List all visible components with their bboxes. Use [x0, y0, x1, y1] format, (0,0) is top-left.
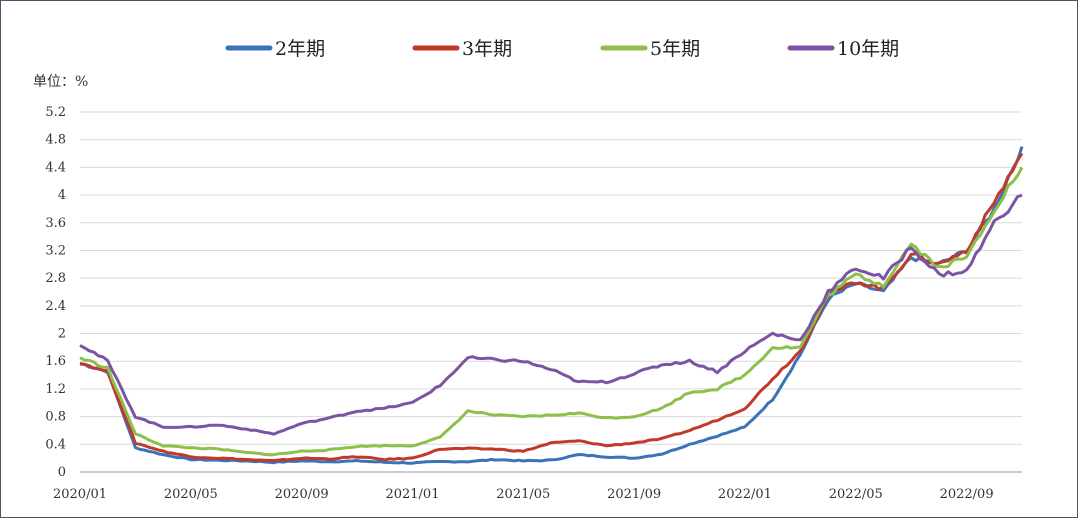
x-axis: 2020/01 2020/05 2020/09 2021/01 2021/05 2021/… [53, 487, 994, 502]
y-tick-label: 4.4 [45, 160, 66, 175]
y-tick-label: 1.6 [45, 354, 66, 369]
x-tick-label: 2020/01 [53, 487, 107, 502]
y-tick-label: 2 [58, 327, 66, 342]
x-tick-label: 2021/05 [496, 487, 550, 502]
y-tick-label: 5.2 [45, 105, 66, 120]
legend-label: 5年期 [650, 38, 700, 60]
y-tick-label: 0.8 [45, 410, 66, 425]
x-tick-label: 2020/05 [164, 487, 218, 502]
y-tick-label: 3.6 [45, 216, 66, 231]
unit-label: 单位：% [33, 74, 88, 90]
legend-label: 10年期 [837, 38, 899, 60]
series-line-2 [79, 152, 1024, 463]
series-line-4 [79, 193, 1023, 436]
x-tick-label: 2020/09 [275, 487, 329, 502]
series-line-3 [79, 166, 1024, 457]
y-tick-label: 1.2 [45, 382, 66, 397]
x-tick-label: 2021/09 [607, 487, 661, 502]
y-tick-label: 4.8 [45, 133, 66, 148]
y-axis: 0 0.4 0.8 1.2 1.6 2 2.4 2.8 3.2 3.6 4 4.4 4.8 5.2 [45, 105, 66, 480]
legend: 2年期 3年期 5年期 10年期 [225, 38, 899, 60]
legend-label: 2年期 [275, 38, 325, 60]
x-tick-label: 2022/09 [940, 487, 994, 502]
legend-label: 3年期 [462, 38, 512, 60]
y-tick-label: 0 [58, 465, 66, 480]
grid-lines [80, 111, 1022, 473]
y-tick-label: 2.8 [45, 271, 66, 286]
x-tick-label: 2022/05 [829, 487, 883, 502]
y-tick-label: 2.4 [45, 299, 66, 314]
x-tick-label: 2021/01 [385, 487, 439, 502]
series-lines [79, 146, 1024, 465]
y-tick-label: 0.4 [45, 437, 66, 452]
y-tick-label: 3.2 [45, 243, 66, 258]
y-tick-label: 4 [58, 188, 66, 203]
x-tick-label: 2022/01 [718, 487, 772, 502]
